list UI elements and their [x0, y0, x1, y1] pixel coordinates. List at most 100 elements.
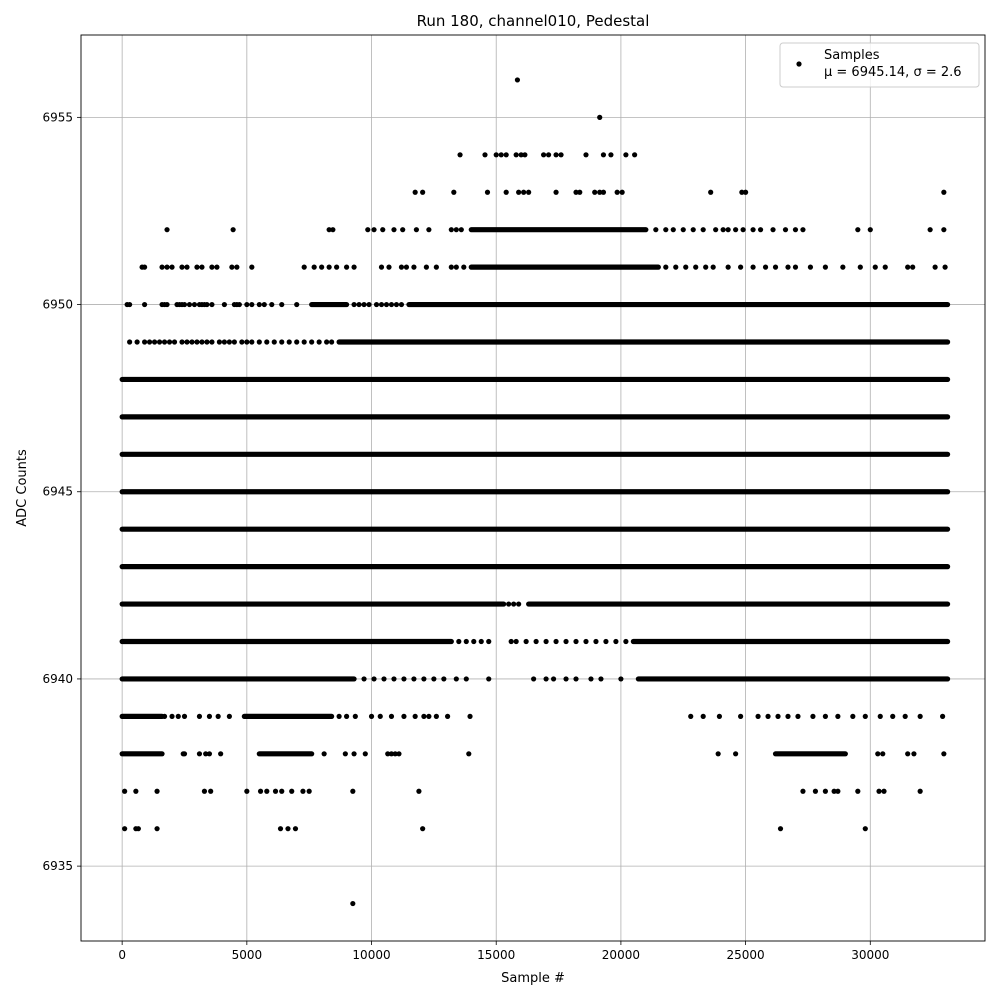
sample-point-6939 — [421, 713, 427, 719]
sample-point-6952 — [733, 227, 739, 233]
y-axis-label: ADC Counts — [15, 449, 30, 527]
sample-point-6936 — [154, 826, 160, 832]
sample-point-6949 — [216, 339, 223, 345]
sample-point-6939 — [877, 713, 883, 719]
sample-point-6940 — [573, 676, 579, 682]
sample-point-6953 — [592, 189, 598, 195]
sample-point-6939 — [917, 713, 923, 719]
sample-point-6939 — [343, 713, 350, 719]
sample-point-6952 — [757, 227, 764, 233]
sample-point-6939 — [175, 713, 181, 719]
sample-point-6951 — [785, 264, 791, 270]
sample-point-6937 — [257, 788, 264, 794]
sample-point-6938 — [218, 751, 224, 757]
sample-point-6950 — [269, 301, 275, 308]
sample-point-6939 — [902, 713, 908, 719]
sample-point-6942 — [506, 601, 512, 607]
sample-point-6941 — [623, 638, 629, 645]
sample-point-6954 — [632, 152, 638, 158]
sample-point-6949 — [294, 339, 300, 345]
sample-point-6953 — [614, 189, 620, 195]
sample-point-6941 — [486, 638, 492, 645]
sample-point-6939 — [822, 713, 828, 719]
sample-point-6938 — [880, 751, 886, 757]
sample-point-6939 — [738, 713, 744, 719]
sample-point-6951 — [184, 264, 190, 270]
sample-point-6940 — [361, 676, 367, 682]
x-tick-label: 10000 — [352, 948, 390, 962]
sample-point-6939 — [161, 713, 168, 719]
sample-point-6954 — [503, 152, 509, 158]
sample-point-6937 — [917, 788, 923, 794]
sample-point-6939 — [755, 713, 761, 719]
sample-point-6953 — [573, 189, 579, 195]
sample-point-6952 — [230, 227, 236, 233]
sample-point-6936 — [862, 826, 868, 832]
sample-point-6949 — [221, 339, 227, 345]
sample-point-6937 — [279, 788, 285, 794]
sample-point-6938 — [905, 751, 911, 757]
sample-point-6949 — [151, 339, 158, 345]
sample-point-6950 — [186, 301, 193, 308]
x-tick-label: 30000 — [851, 948, 889, 962]
sample-point-6939 — [890, 713, 896, 719]
sample-point-6952 — [927, 227, 933, 233]
sample-point-6951 — [164, 264, 170, 270]
y-tick-label: 6935 — [42, 859, 73, 873]
sample-point-6952 — [941, 227, 947, 233]
sample-point-6941 — [471, 638, 477, 645]
sample-point-6953 — [553, 189, 559, 195]
sample-point-6949 — [316, 339, 322, 345]
sample-point-6954 — [498, 152, 504, 158]
x-axis-label: Sample # — [501, 971, 565, 986]
sample-point-6951 — [750, 264, 756, 270]
sample-point-6949 — [127, 339, 133, 345]
sample-point-6949 — [184, 339, 190, 345]
sample-point-6938 — [181, 751, 188, 757]
sample-point-6949 — [161, 339, 168, 345]
plot-frame — [80, 34, 986, 942]
sample-point-6955 — [597, 114, 603, 120]
sample-point-6952 — [700, 227, 706, 233]
sample-point-6949 — [244, 339, 250, 345]
sample-point-6950 — [256, 301, 262, 308]
sample-point-6939 — [388, 713, 395, 719]
sample-point-6941 — [543, 638, 549, 645]
legend: Samples μ = 6945.14, σ = 2.6 — [779, 42, 980, 88]
sample-point-6941 — [533, 638, 539, 645]
sample-point-6937 — [855, 788, 861, 794]
sample-point-6939 — [688, 713, 694, 719]
sample-point-6941 — [593, 638, 599, 645]
sample-point-6949 — [286, 339, 292, 345]
sample-point-6950 — [191, 301, 198, 308]
sample-point-6951 — [159, 264, 165, 270]
sample-point-6938 — [911, 751, 917, 757]
sample-point-6941 — [553, 638, 559, 645]
sample-point-6937 — [800, 788, 806, 794]
sample-point-6939 — [765, 713, 771, 719]
sample-point-6952 — [453, 227, 459, 233]
sample-point-6938 — [941, 751, 947, 757]
sample-point-6952 — [720, 227, 726, 233]
sample-point-6953 — [577, 189, 583, 195]
sample-point-6951 — [194, 264, 200, 270]
sample-point-6937 — [822, 788, 828, 794]
sample-point-6949 — [264, 339, 270, 345]
sample-point-6951 — [725, 264, 731, 270]
sample-point-6937 — [812, 788, 819, 794]
sample-point-6951 — [209, 264, 215, 270]
sample-point-6937 — [416, 788, 422, 794]
sample-point-6951 — [710, 264, 716, 270]
sample-point-6949 — [329, 339, 335, 345]
sample-point-6940 — [598, 676, 604, 682]
sample-point-6934 — [350, 900, 356, 907]
x-tick-label: 20000 — [602, 948, 640, 962]
sample-point-6949 — [239, 339, 245, 345]
sample-point-6954 — [493, 152, 499, 158]
sample-point-6939 — [412, 713, 418, 719]
sample-point-6951 — [453, 264, 459, 270]
sample-point-6940 — [453, 676, 459, 682]
sample-point-6937 — [201, 788, 208, 794]
sample-point-6938 — [385, 751, 391, 757]
sample-point-6951 — [199, 264, 205, 270]
